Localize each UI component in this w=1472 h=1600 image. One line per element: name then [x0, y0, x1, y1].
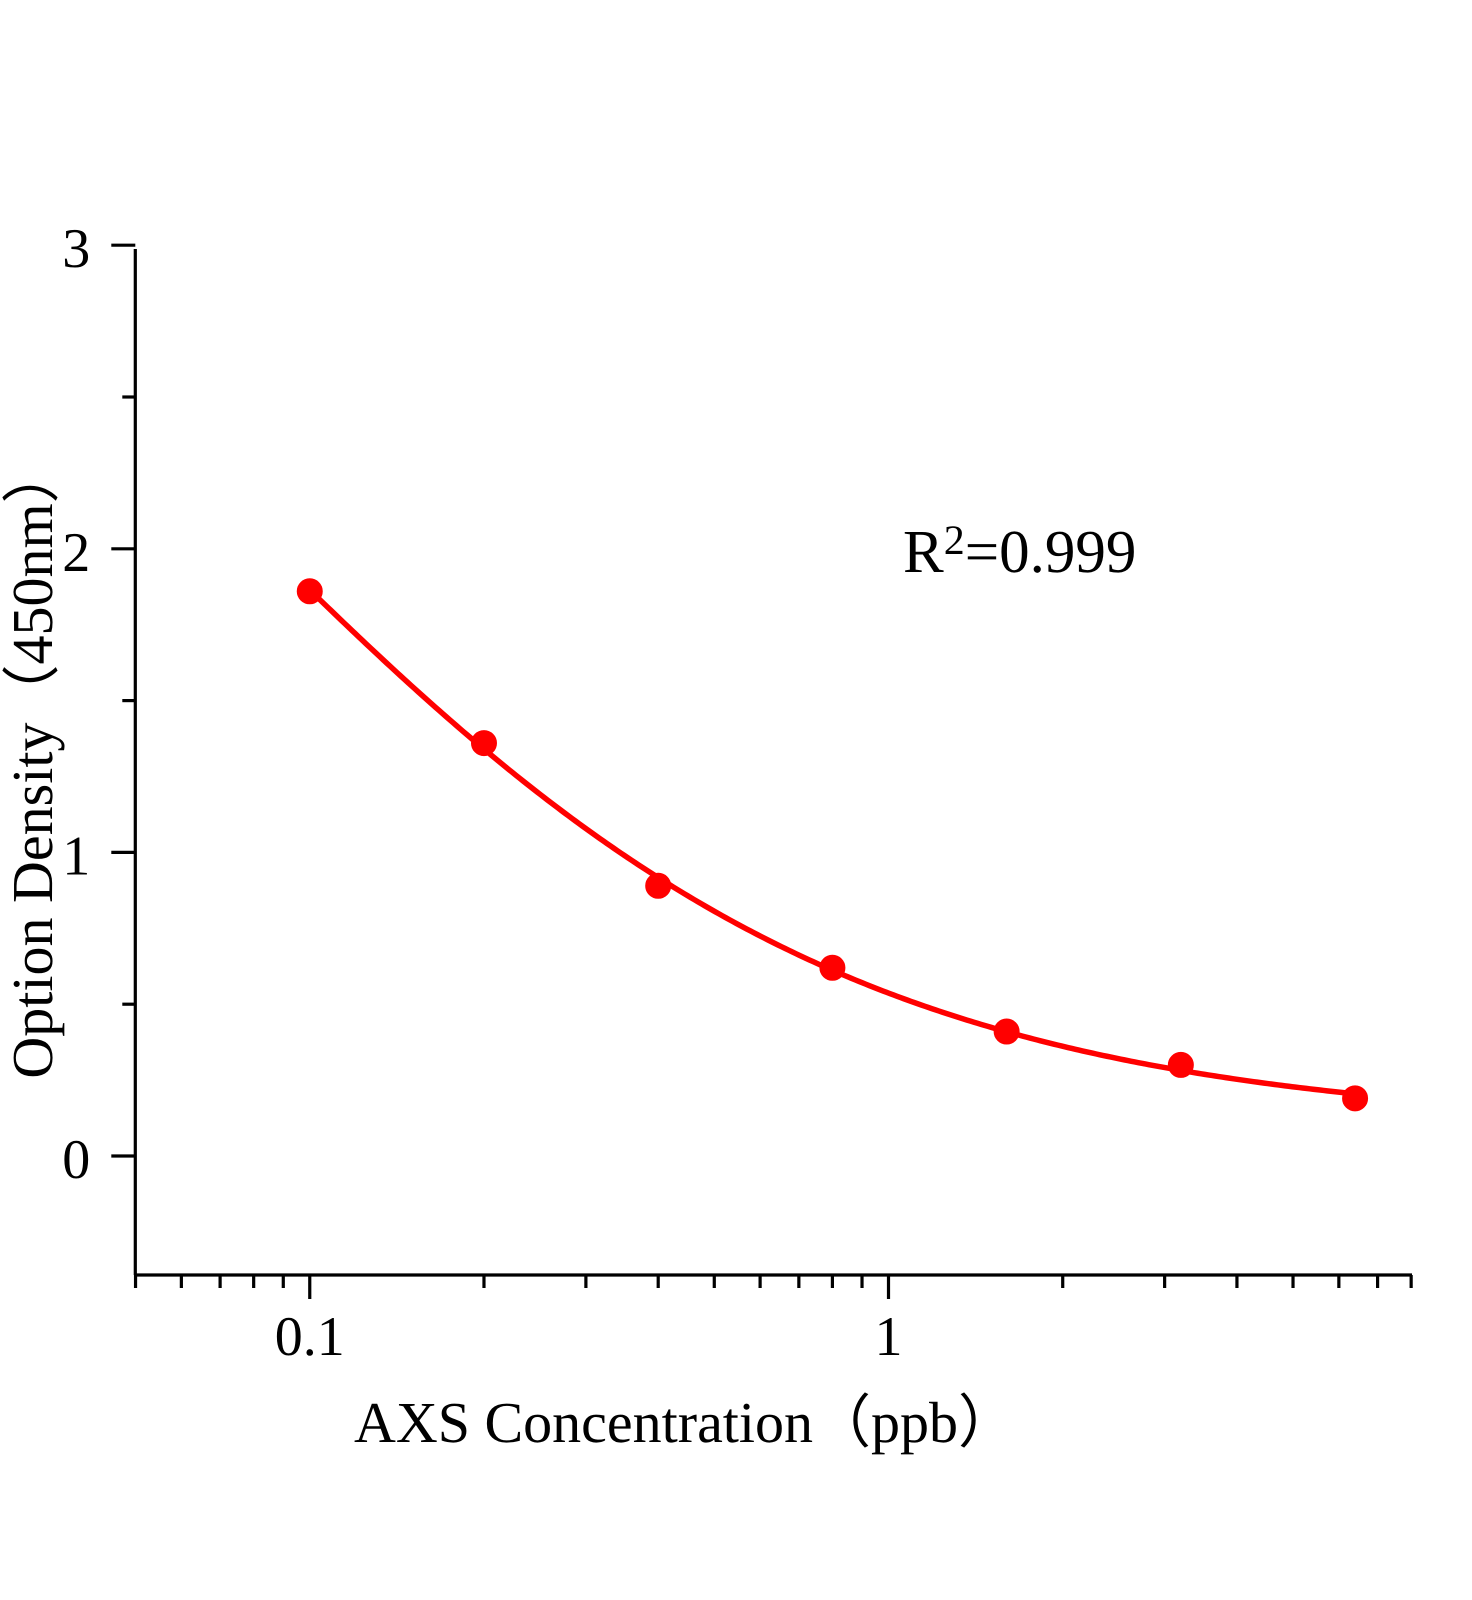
- svg-text:0.1: 0.1: [275, 1306, 345, 1368]
- svg-text:2: 2: [62, 522, 90, 584]
- svg-text:R2=0.999: R2=0.999: [903, 518, 1136, 586]
- svg-text:1: 1: [875, 1306, 903, 1368]
- svg-text:Option Density（450nm）: Option Density（450nm）: [0, 445, 65, 1078]
- svg-text:1: 1: [62, 825, 90, 887]
- svg-text:AXS Concentration（ppb）: AXS Concentration（ppb）: [354, 1390, 1016, 1455]
- svg-text:0: 0: [62, 1129, 90, 1191]
- svg-text:3: 3: [62, 218, 90, 280]
